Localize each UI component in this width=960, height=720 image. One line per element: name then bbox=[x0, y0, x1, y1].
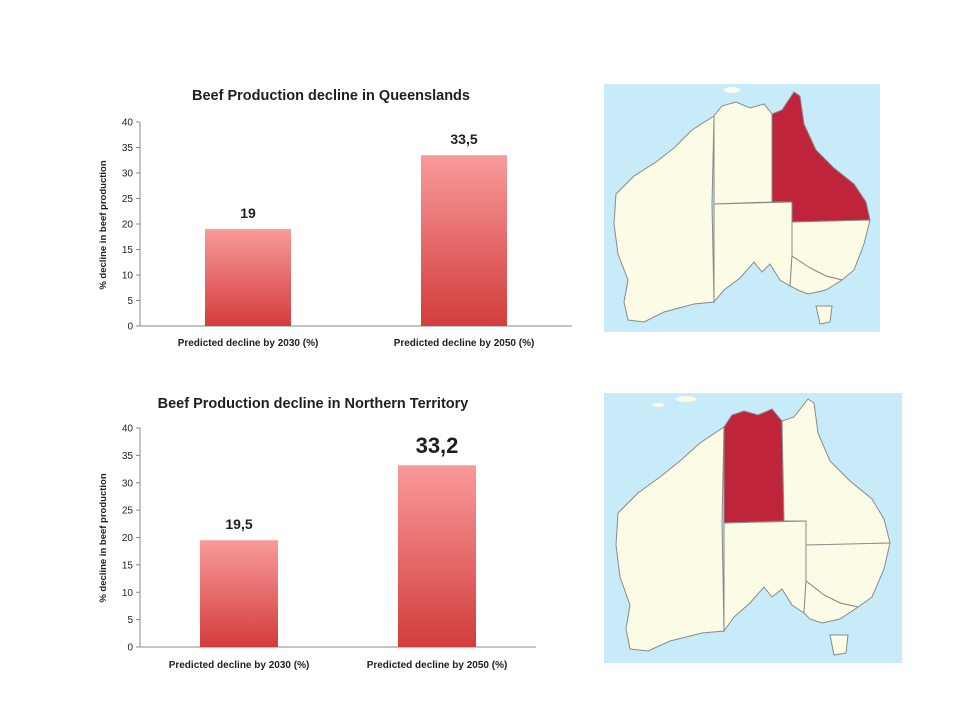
y-ticks: 0 5 10 15 20 25 30 35 40 bbox=[122, 118, 140, 333]
chart-queensland: Beef Production decline in Queenslands %… bbox=[90, 80, 590, 360]
northern-territory-highlight bbox=[723, 408, 785, 524]
island bbox=[652, 403, 664, 407]
y-tick-label: 10 bbox=[122, 271, 134, 282]
y-axis-label: % decline in beef production bbox=[98, 160, 109, 290]
tasmania bbox=[829, 634, 849, 656]
y-tick-label: 15 bbox=[122, 245, 134, 256]
category-labels: Predicted decline by 2030 (%) Predicted d… bbox=[169, 660, 508, 671]
data-label: 33,2 bbox=[416, 433, 459, 458]
y-tick-label: 25 bbox=[122, 194, 134, 205]
western-australia bbox=[615, 426, 725, 652]
bars bbox=[200, 465, 476, 647]
y-tick-label: 0 bbox=[127, 322, 133, 333]
tasmania bbox=[815, 305, 833, 325]
category-label: Predicted decline by 2030 (%) bbox=[169, 660, 310, 671]
category-label: Predicted decline by 2050 (%) bbox=[394, 338, 535, 349]
y-tick-label: 20 bbox=[122, 533, 134, 544]
chart-title: Beef Production decline in Northern Terr… bbox=[158, 396, 469, 412]
tasmania-top-islands bbox=[724, 87, 740, 93]
y-tick-label: 15 bbox=[122, 560, 134, 571]
chart-queensland-svg: Beef Production decline in Queenslands %… bbox=[98, 88, 572, 349]
y-tick-label: 35 bbox=[122, 451, 134, 462]
data-label: 19,5 bbox=[225, 516, 252, 532]
y-tick-label: 30 bbox=[122, 478, 134, 489]
y-tick-label: 5 bbox=[127, 615, 133, 626]
y-tick-label: 35 bbox=[122, 143, 134, 154]
y-ticks: 0 5 10 15 20 25 30 35 40 bbox=[122, 424, 140, 654]
victoria bbox=[789, 255, 844, 295]
category-label: Predicted decline by 2050 (%) bbox=[367, 660, 508, 671]
y-tick-label: 25 bbox=[122, 506, 134, 517]
y-tick-label: 40 bbox=[122, 424, 134, 435]
victoria bbox=[803, 580, 860, 624]
map-queensland bbox=[604, 84, 880, 337]
category-label: Predicted decline by 2030 (%) bbox=[178, 338, 319, 349]
island bbox=[724, 87, 740, 93]
bar bbox=[421, 155, 507, 326]
bar bbox=[200, 540, 278, 647]
map-northern-territory bbox=[604, 393, 902, 668]
y-axis-label: % decline in beef production bbox=[98, 473, 109, 603]
northern-territory bbox=[713, 101, 773, 205]
bars bbox=[205, 155, 507, 326]
data-label: 33,5 bbox=[450, 131, 477, 147]
australia-map-queensland bbox=[604, 84, 880, 332]
data-labels: 19,5 33,2 bbox=[225, 433, 458, 532]
islands bbox=[652, 396, 696, 407]
western-australia bbox=[613, 115, 715, 323]
data-labels: 19 33,5 bbox=[240, 131, 478, 221]
y-tick-label: 40 bbox=[122, 118, 134, 129]
island bbox=[676, 396, 696, 402]
australia-map-northern-territory bbox=[604, 393, 902, 663]
y-tick-label: 5 bbox=[127, 296, 133, 307]
bar bbox=[205, 229, 291, 326]
y-tick-label: 30 bbox=[122, 169, 134, 180]
y-tick-label: 10 bbox=[122, 588, 134, 599]
category-labels: Predicted decline by 2030 (%) Predicted d… bbox=[178, 338, 535, 349]
bar bbox=[398, 465, 476, 647]
chart-northern-territory-svg: Beef Production decline in Northern Terr… bbox=[98, 396, 536, 671]
chart-title: Beef Production decline in Queenslands bbox=[192, 88, 470, 104]
data-label: 19 bbox=[240, 205, 256, 221]
y-tick-label: 20 bbox=[122, 220, 134, 231]
chart-northern-territory: Beef Production decline in Northern Terr… bbox=[90, 388, 590, 688]
y-tick-label: 0 bbox=[127, 643, 133, 654]
